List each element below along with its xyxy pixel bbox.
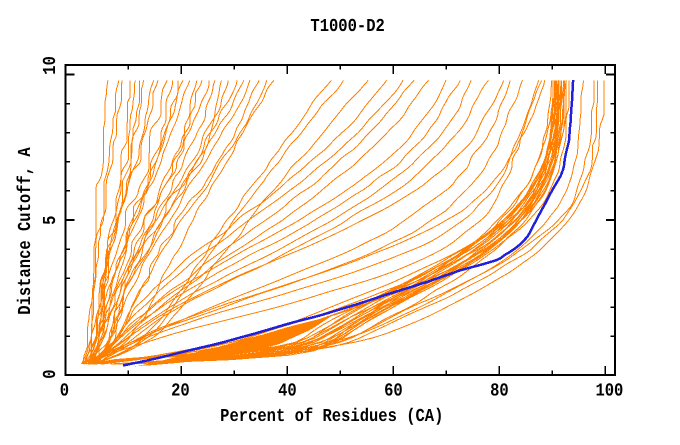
svg-text:Distance Cutoff, A: Distance Cutoff, A [15, 147, 36, 315]
svg-text:T1000-D2: T1000-D2 [310, 15, 384, 36]
svg-text:0: 0 [60, 380, 69, 401]
svg-text:5: 5 [40, 216, 61, 225]
svg-text:60: 60 [384, 380, 403, 401]
svg-text:Percent of Residues (CA): Percent of Residues (CA) [220, 406, 443, 427]
svg-text:10: 10 [40, 56, 61, 75]
svg-text:20: 20 [171, 380, 190, 401]
svg-text:100: 100 [595, 380, 623, 401]
svg-text:0: 0 [40, 369, 61, 378]
svg-text:40: 40 [278, 380, 297, 401]
svg-text:80: 80 [490, 380, 509, 401]
